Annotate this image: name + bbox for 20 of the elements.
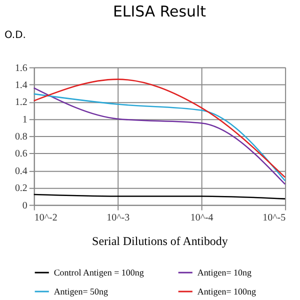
y-tick-label: 1.4 bbox=[14, 80, 28, 91]
legend-label: Control Antigen = 100ng bbox=[54, 268, 144, 278]
chart-title: ELISA Result bbox=[112, 2, 206, 20]
x-tick-label: 10^-2 bbox=[34, 212, 58, 224]
y-axis-title: O.D. bbox=[4, 30, 26, 41]
y-tick-label: 1.6 bbox=[14, 62, 28, 74]
x-tick-label: 10^-5 bbox=[262, 212, 286, 224]
x-tick-label: 10^-3 bbox=[106, 212, 130, 224]
y-tick-label: 0.2 bbox=[14, 183, 28, 194]
y-tick-label: 1.2 bbox=[14, 97, 28, 108]
y-tick-label: 0.8 bbox=[14, 132, 28, 143]
y-tick-label: 0.6 bbox=[14, 148, 28, 160]
legend-label: Antigen= 100ng bbox=[197, 286, 256, 297]
y-tick-label: 1 bbox=[22, 114, 28, 126]
y-tick-label: 0 bbox=[22, 200, 28, 212]
x-axis-title: Serial Dilutions of Antibody bbox=[92, 234, 228, 248]
legend-label: Antigen= 10ng bbox=[197, 268, 252, 278]
x-tick-label: 10^-4 bbox=[190, 212, 214, 224]
y-tick-label: 0.4 bbox=[14, 166, 28, 177]
legend-label: Antigen= 50ng bbox=[54, 286, 108, 297]
